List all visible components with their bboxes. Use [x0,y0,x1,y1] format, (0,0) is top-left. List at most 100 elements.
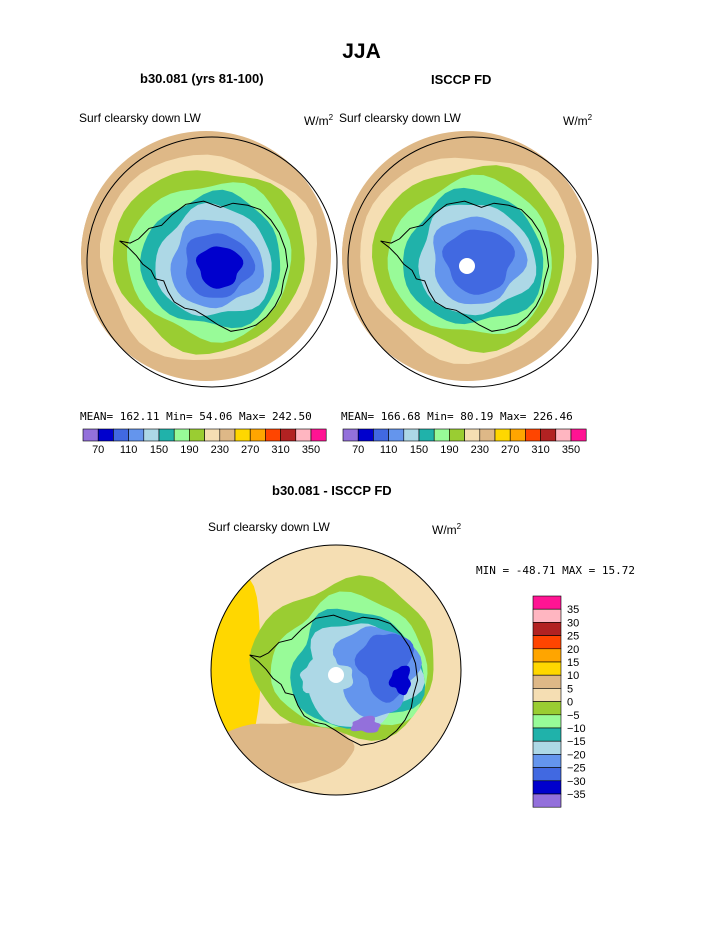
panel1-colorbar-label: 190 [180,444,198,456]
panel1-colorbar-label: 350 [302,444,320,456]
panel3-colorbar-label: 0 [567,697,573,709]
panel3-colorbar-label: 10 [567,670,579,682]
panel1-colorbar: 70 110 150 190 230 270 310 350 [82,428,327,456]
page-title: JJA [342,40,381,63]
panel3-stats: MIN = -48.71 MAX = 15.72 [476,564,635,577]
panel3-colorbar-box [532,661,562,676]
panel1-colorbar-label: 230 [211,444,229,456]
panel1-colorbar-label: 270 [241,444,259,456]
panel2-colorbar-label: 350 [562,444,580,456]
panel2-colorbar-label: 110 [380,444,398,456]
panel2-colorbar-label: 190 [440,444,458,456]
panel2-stats: MEAN= 166.68 Min= 80.19 Max= 226.46 [341,410,573,423]
panel3-colorbar-box [532,622,562,636]
panel3-colorbar-label: −5 [567,710,580,722]
panel2-colorbar-box [449,428,465,442]
panel1-colorbar-label: 310 [271,444,289,456]
panel3-colorbar-label: 30 [567,617,579,629]
panel2-colorbar-box [433,428,450,442]
panel1-colorbar-box [234,428,251,442]
panel3-colorbar-box [532,608,562,623]
panel2-colorbar-box [494,428,511,442]
panel2-colorbar-label: 270 [501,444,519,456]
panel2-colorbar-label: 70 [352,444,364,456]
pole-hole [459,258,475,274]
panel3-colorbar-label: −15 [567,736,586,748]
panel1-colorbar-label: 110 [120,444,138,456]
pole-hole [328,667,344,683]
panel1-colorbar-box [82,428,99,442]
panel1-units: W/m2 [304,113,334,128]
panel2-colorbar-label: 150 [410,444,428,456]
panel1-colorbar-box [189,428,205,442]
panel2-colorbar-box [357,428,374,442]
panel3-colorbar-box [532,727,562,742]
panel3-colorbar-label: 25 [567,631,579,643]
panel3-colorbar-box [532,767,562,782]
panel3-colorbar-box [532,754,562,768]
panel2-colorbar: 70 110 150 190 230 270 310 350 [342,428,587,456]
panel1-colorbar-label: 70 [92,444,104,456]
panel2-colorbar-box [418,428,435,442]
field-band [388,665,411,696]
panel2-units: W/m2 [563,113,593,128]
panel2-colorbar-box [479,428,496,442]
panel3-variable-label: Surf clearsky down LW [208,520,330,534]
field-band [442,229,515,295]
field-band [299,652,354,694]
panel2-colorbar-label: 310 [531,444,549,456]
panel3-units: W/m2 [432,522,462,537]
panel3-map [211,545,461,795]
panel3-colorbar-box [532,674,562,689]
panel2-colorbar-box [403,428,420,442]
panel3-coastline [249,614,419,746]
panel1-colorbar-box [128,428,145,442]
panel1-colorbar-box [113,428,129,442]
field-band [195,246,244,289]
panel3-colorbar-label: 5 [567,683,573,695]
panel3-colorbar-box [532,780,562,795]
panel3-colorbar-box [532,714,562,729]
panel1-coastline [119,200,289,332]
panel3-colorbar-box [532,740,562,755]
panel3-colorbar-label: −10 [567,723,586,735]
panel2-coastline [380,200,550,332]
panel3-title: b30.081 - ISCCP FD [272,483,392,498]
panel1-map-border [86,136,338,388]
panel2-variable-label: Surf clearsky down LW [339,111,461,125]
panel3-colorbar-box [532,595,562,610]
panel3-colorbar-box [532,688,562,702]
panel1-map [81,131,331,381]
panel2-title: ISCCP FD [431,72,492,87]
panel1-colorbar-box [280,428,297,442]
panel2-colorbar-box [373,428,389,442]
panel2-map [342,131,592,381]
panel3-colorbar-label: 35 [567,604,579,616]
panel1-colorbar-box [97,428,114,442]
panel3-colorbar-label: −20 [567,749,586,761]
panel3-colorbar-box [532,793,562,808]
panel3-colorbar-label: −35 [567,789,586,801]
panel1-colorbar-box [143,428,160,442]
panel1-colorbar-box [219,428,236,442]
panel1-title: b30.081 (yrs 81-100) [140,71,264,86]
panel2-map-border [347,136,599,388]
panel2-colorbar-box [464,428,481,442]
panel2-colorbar-box [509,428,526,442]
panel2-colorbar-box [388,428,405,442]
panel1-colorbar-box [310,428,327,442]
panel3-colorbar-box [532,701,562,716]
panel1-stats: MEAN= 162.11 Min= 54.06 Max= 242.50 [80,410,312,423]
panel2-colorbar-box [570,428,587,442]
panel1-colorbar-box [158,428,175,442]
field-band [350,715,381,733]
panel3-colorbar-label: −25 [567,763,586,775]
panel1-colorbar-box [204,428,221,442]
panel1-colorbar-box [265,428,281,442]
panel1-colorbar-label: 150 [150,444,168,456]
panel2-colorbar-label: 230 [471,444,489,456]
panel3-colorbar-label: −30 [567,776,586,788]
panel3-colorbar-box [532,635,562,650]
